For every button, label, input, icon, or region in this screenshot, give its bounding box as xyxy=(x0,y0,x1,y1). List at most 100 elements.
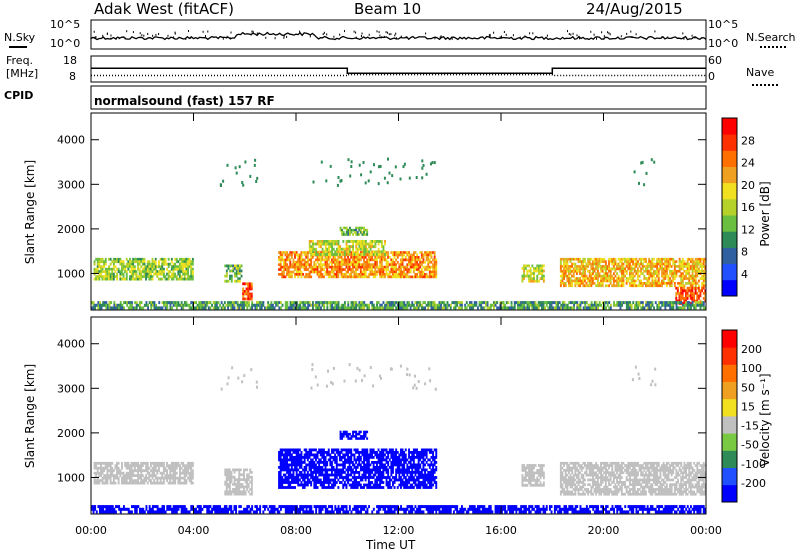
heatmap-cell xyxy=(704,274,707,278)
heatmap-cell xyxy=(681,265,684,268)
heatmap-cell xyxy=(374,265,377,269)
heatmap-cell xyxy=(117,469,120,473)
heatmap-cell xyxy=(335,258,338,262)
heatmap-cell xyxy=(209,301,212,305)
heatmap-cell xyxy=(332,306,335,310)
heatmap-cell xyxy=(247,473,250,477)
heatmap-cell xyxy=(243,471,245,474)
heatmap-cell xyxy=(148,267,151,271)
heatmap-cell xyxy=(606,301,609,305)
heatmap-cell xyxy=(303,448,306,452)
heatmap-cell xyxy=(520,301,523,305)
heatmap-cell xyxy=(233,303,236,307)
heatmap-cell xyxy=(121,479,123,482)
heatmap-cell xyxy=(366,258,369,262)
heatmap-cell xyxy=(414,273,417,276)
heatmap-cell xyxy=(343,260,346,264)
heatmap-cell xyxy=(696,303,699,307)
heatmap-cell xyxy=(108,303,111,307)
heatmap-cell xyxy=(536,303,539,307)
heatmap-cell xyxy=(106,464,109,468)
heatmap-cell xyxy=(367,256,370,259)
heatmap-cell xyxy=(332,260,335,264)
heatmap-cell xyxy=(246,468,249,472)
heatmap-cell xyxy=(364,448,367,452)
heatmap-cell xyxy=(662,267,665,271)
heatmap-cell xyxy=(225,269,228,273)
heatmap-cell xyxy=(374,478,377,482)
heatmap-cell xyxy=(637,274,639,278)
nsearch-dot xyxy=(141,34,143,37)
heatmap-cell xyxy=(345,468,348,472)
nsearch-dot xyxy=(661,36,663,39)
heatmap-cell xyxy=(704,299,707,303)
heatmap-cell xyxy=(179,275,181,278)
heatmap-cell xyxy=(649,260,652,263)
heatmap-cell xyxy=(98,260,101,264)
nsearch-dot xyxy=(202,30,204,33)
heatmap-cell xyxy=(555,301,558,305)
nsky-line xyxy=(90,31,707,41)
heatmap-cell xyxy=(393,253,396,257)
heatmap-cell xyxy=(579,265,582,268)
heatmap-cell xyxy=(683,302,686,305)
heatmap-cell xyxy=(316,260,319,264)
heatmap-cell xyxy=(404,258,407,262)
heatmap-cell xyxy=(664,272,667,275)
heatmap-cell xyxy=(571,269,574,273)
heatmap-cell xyxy=(633,265,636,268)
heatmap-cell xyxy=(326,253,329,256)
heatmap-cell xyxy=(582,265,585,268)
heatmap-cell xyxy=(393,301,396,305)
heatmap-cell xyxy=(214,303,217,307)
heatmap-cell xyxy=(243,282,246,286)
heatmap-cell xyxy=(303,471,306,474)
heatmap-cell xyxy=(161,260,164,264)
heatmap-cell xyxy=(353,265,356,269)
heatmap-cell xyxy=(563,306,566,310)
heatmap-cell xyxy=(577,306,580,310)
heatmap-cell xyxy=(326,258,329,262)
heatmap-cell xyxy=(606,277,609,280)
heatmap-cell xyxy=(307,306,310,310)
heatmap-cell xyxy=(421,159,424,163)
heatmap-cell xyxy=(259,301,262,305)
heatmap-cell xyxy=(153,306,156,310)
heatmap-cell xyxy=(552,306,555,310)
heatmap-cell xyxy=(305,463,308,467)
nsky-legend-line xyxy=(9,46,27,48)
heatmap-cell xyxy=(633,306,636,310)
heatmap-cell xyxy=(324,245,327,249)
heatmap-cell xyxy=(179,267,181,271)
heatmap-cell xyxy=(227,483,230,486)
heatmap-cell xyxy=(187,303,189,307)
heatmap-cell xyxy=(355,458,357,462)
heatmap-cell xyxy=(95,267,98,271)
heatmap-cell xyxy=(224,483,227,486)
heatmap-cell xyxy=(305,456,308,459)
heatmap-cell xyxy=(117,461,120,465)
heatmap-cell xyxy=(211,303,213,307)
heatmap-cell xyxy=(123,301,125,305)
heatmap-cell xyxy=(350,461,353,464)
heatmap-cell xyxy=(648,274,651,278)
heatmap-cell xyxy=(629,282,631,285)
heatmap-cell xyxy=(138,481,141,485)
heatmap-cell xyxy=(584,284,586,288)
heatmap-cell xyxy=(315,481,317,484)
heatmap-cell xyxy=(406,306,409,310)
heatmap-cell xyxy=(154,464,157,468)
heatmap-cell xyxy=(638,257,641,261)
heatmap-cell xyxy=(315,270,317,274)
heatmap-cell xyxy=(323,463,325,467)
heatmap-cell xyxy=(174,481,177,485)
heatmap-cell xyxy=(240,264,243,268)
heatmap-cell xyxy=(326,478,329,482)
heatmap-cell xyxy=(133,257,136,261)
heatmap-cell xyxy=(361,273,364,276)
heatmap-cell xyxy=(528,306,531,310)
heatmap-cell xyxy=(348,451,351,454)
heatmap-cell xyxy=(190,471,193,475)
heatmap-cell xyxy=(225,274,228,278)
heatmap-cell xyxy=(262,301,265,305)
